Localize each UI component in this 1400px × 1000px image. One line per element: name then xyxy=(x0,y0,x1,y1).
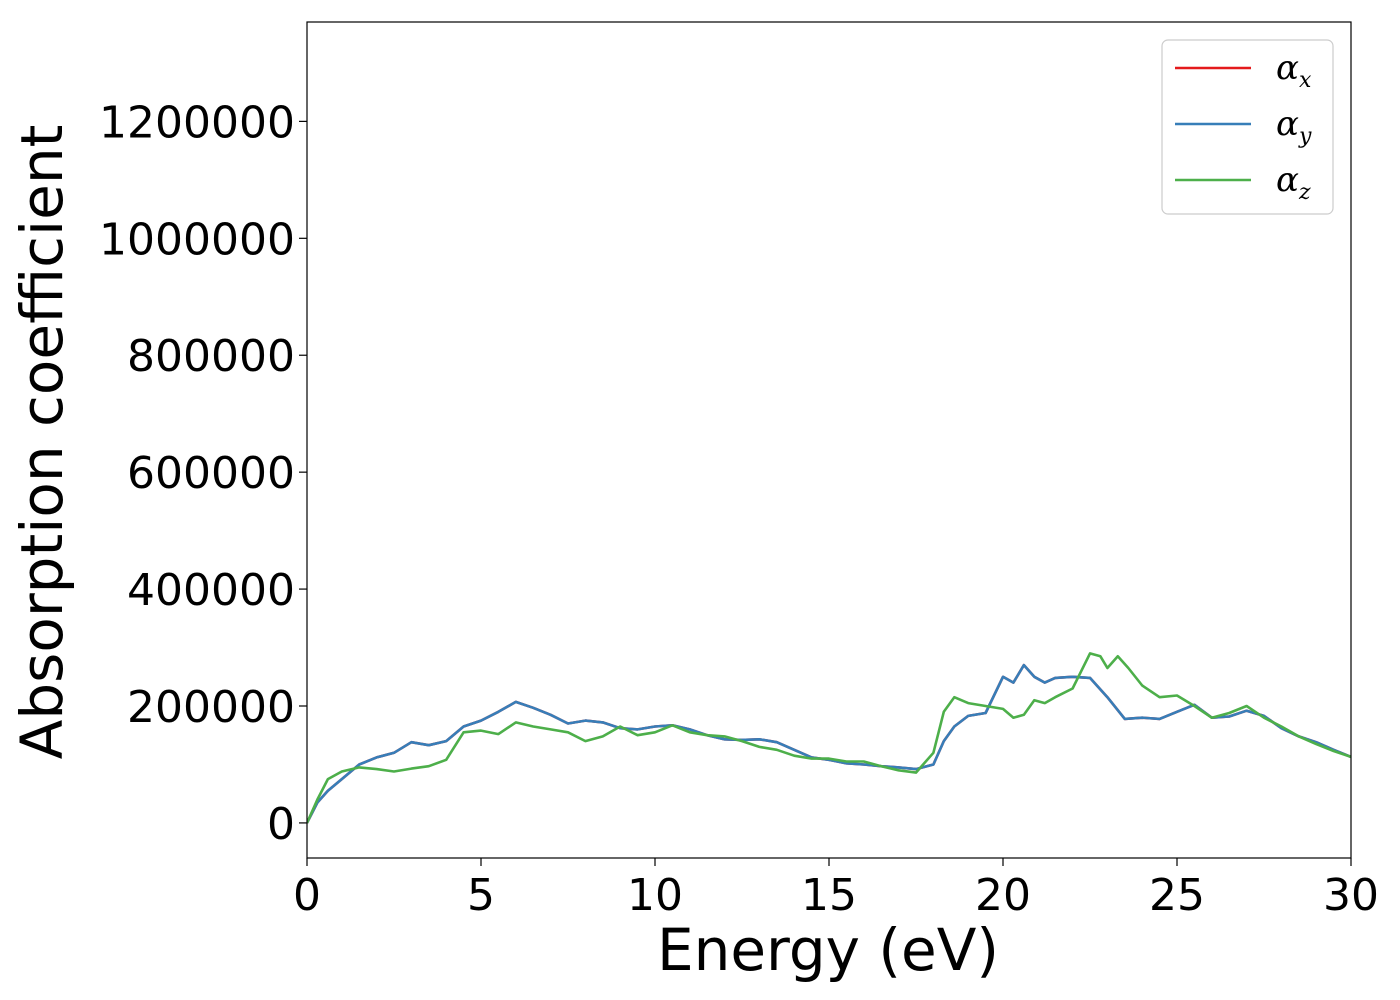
series-line-x xyxy=(307,663,1351,824)
legend-label-x: αx xyxy=(1276,48,1312,93)
x-tick-label: 5 xyxy=(467,870,495,921)
y-tick-label: 600000 xyxy=(127,448,295,499)
y-tick-label: 400000 xyxy=(127,565,295,616)
y-tick-label: 1000000 xyxy=(99,214,295,265)
legend-label-y: αy xyxy=(1276,104,1312,149)
x-axis-label: Energy (eV) xyxy=(657,916,999,984)
x-tick-label: 20 xyxy=(975,870,1031,921)
plot-area xyxy=(307,652,1351,824)
y-tick-label: 200000 xyxy=(127,682,295,733)
x-tick-label: 25 xyxy=(1149,870,1205,921)
y-tick-label: 1200000 xyxy=(99,97,295,148)
x-tick-label: 30 xyxy=(1323,870,1379,921)
y-tick-label: 0 xyxy=(267,799,295,850)
x-tick-label: 15 xyxy=(801,870,857,921)
x-tick-label: 0 xyxy=(293,870,321,921)
legend: αx αy αz xyxy=(1161,39,1334,215)
legend-label-z: αz xyxy=(1276,160,1311,205)
series-line-z xyxy=(307,652,1351,824)
series-line-y xyxy=(307,663,1351,824)
y-tick-label: 800000 xyxy=(127,331,295,382)
x-tick-label: 10 xyxy=(627,870,683,921)
y-axis-label: Absorption coefficient xyxy=(8,125,76,760)
legend-box xyxy=(1161,39,1334,215)
axes: 0 5 10 15 20 25 30 0 200000 400000 600000 800000 100… xyxy=(99,21,1379,921)
